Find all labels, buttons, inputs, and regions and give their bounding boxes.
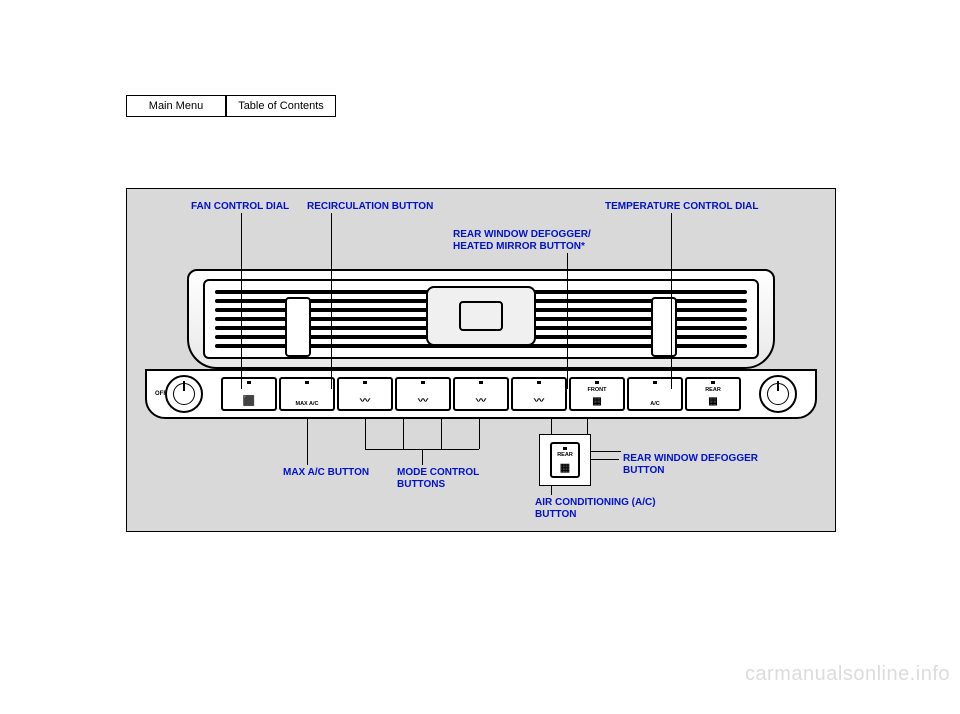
- leader-mode-2: [403, 419, 404, 449]
- label-rear-defog-heated-mirror-line2: HEATED MIRROR BUTTON*: [453, 241, 585, 252]
- indicator-light: [537, 381, 541, 384]
- watermark: carmanualsonline.info: [745, 663, 950, 686]
- vent-housing: [187, 269, 775, 369]
- main-menu-button[interactable]: Main Menu: [126, 95, 226, 117]
- leader-mode-drop: [422, 449, 423, 465]
- vent-adjuster-right: [651, 297, 677, 357]
- label-rear-defog-button-line2: BUTTON: [623, 465, 664, 476]
- leader-mode-1: [365, 419, 366, 449]
- fan-dial-knob[interactable]: [165, 375, 203, 413]
- indicator-light: [595, 381, 599, 384]
- recirculation-button[interactable]: ⬛: [221, 377, 277, 411]
- hvac-control-strip: OFF ⬛ MAX A/C 〰 〰 〰 〰 FRONT ▦ A/C REAR ▦: [145, 369, 817, 419]
- vent-adjuster-left: [285, 297, 311, 357]
- ac-button[interactable]: A/C: [627, 377, 683, 411]
- hvac-button-row: ⬛ MAX A/C 〰 〰 〰 〰 FRONT ▦ A/C REAR ▦: [221, 377, 741, 411]
- temperature-control-dial[interactable]: [747, 372, 809, 416]
- rear-defog-icon: ▦: [560, 461, 570, 474]
- rear-defogger-inset-button: REAR ▦: [550, 442, 580, 478]
- front-defrost-button[interactable]: FRONT ▦: [569, 377, 625, 411]
- mode-button-1[interactable]: 〰: [337, 377, 393, 411]
- indicator-light: [305, 381, 309, 384]
- fan-control-dial[interactable]: OFF: [153, 372, 215, 416]
- leader-mode-4: [479, 419, 480, 449]
- leader-temp-dial: [671, 213, 672, 389]
- hvac-controls-diagram: FAN CONTROL DIAL RECIRCULATION BUTTON TE…: [126, 188, 836, 532]
- table-of-contents-button[interactable]: Table of Contents: [226, 95, 336, 117]
- recirc-icon: ⬛: [243, 397, 255, 407]
- leader-recirc: [331, 213, 332, 389]
- leader-inset: [591, 459, 619, 460]
- center-badge: [426, 286, 536, 346]
- indicator-light: [563, 447, 567, 450]
- leader-mode-3: [441, 419, 442, 449]
- front-defrost-icon: ▦: [592, 397, 601, 407]
- airflow-icon: 〰: [418, 397, 428, 407]
- airflow-icon: 〰: [360, 397, 370, 407]
- mode-button-4[interactable]: 〰: [511, 377, 567, 411]
- rear-defogger-button[interactable]: REAR ▦: [685, 377, 741, 411]
- mode-button-3[interactable]: 〰: [453, 377, 509, 411]
- indicator-light: [247, 381, 251, 384]
- indicator-light: [711, 381, 715, 384]
- max-ac-label: MAX A/C: [295, 402, 318, 408]
- label-mode-control-line2: BUTTONS: [397, 479, 445, 490]
- page: Main Menu Table of Contents FAN CONTROL …: [0, 0, 960, 714]
- label-ac-button-line2: BUTTON: [535, 509, 576, 520]
- label-rear-defog-button-line1: REAR WINDOW DEFOGGER: [623, 453, 758, 464]
- label-max-ac: MAX A/C BUTTON: [283, 467, 369, 479]
- label-mode-control: MODE CONTROL BUTTONS: [397, 467, 479, 490]
- label-fan-control-dial: FAN CONTROL DIAL: [191, 201, 289, 213]
- leader-max-ac: [307, 419, 308, 465]
- leader-fan-dial: [241, 213, 242, 389]
- label-ac-button: AIR CONDITIONING (A/C) BUTTON: [535, 497, 656, 520]
- max-ac-button[interactable]: MAX A/C: [279, 377, 335, 411]
- label-rear-defog-button: REAR WINDOW DEFOGGER BUTTON: [623, 453, 758, 476]
- rear-label: REAR: [557, 452, 573, 458]
- label-rear-defog-heated-mirror: REAR WINDOW DEFOGGER/ HEATED MIRROR BUTT…: [453, 229, 591, 252]
- indicator-light: [363, 381, 367, 384]
- rear-defogger-inset: REAR ▦: [539, 434, 591, 486]
- vent-grille: [203, 279, 759, 359]
- indicator-light: [421, 381, 425, 384]
- label-recirculation-button: RECIRCULATION BUTTON: [307, 201, 433, 213]
- ac-label: A/C: [650, 402, 659, 408]
- leader-rear-defog-heated: [567, 253, 568, 389]
- airflow-icon: 〰: [476, 397, 486, 407]
- airflow-icon: 〰: [534, 397, 544, 407]
- temp-dial-knob[interactable]: [759, 375, 797, 413]
- rear-label: REAR: [705, 388, 721, 394]
- label-mode-control-line1: MODE CONTROL: [397, 467, 479, 478]
- rear-defog-icon: ▦: [708, 397, 717, 407]
- indicator-light: [479, 381, 483, 384]
- label-rear-defog-heated-mirror-line1: REAR WINDOW DEFOGGER/: [453, 229, 591, 240]
- leader-rear-defog-h: [587, 451, 621, 452]
- label-ac-button-line1: AIR CONDITIONING (A/C): [535, 497, 656, 508]
- label-temperature-control-dial: TEMPERATURE CONTROL DIAL: [605, 201, 759, 213]
- indicator-light: [653, 381, 657, 384]
- mode-button-2[interactable]: 〰: [395, 377, 451, 411]
- front-label: FRONT: [588, 388, 607, 394]
